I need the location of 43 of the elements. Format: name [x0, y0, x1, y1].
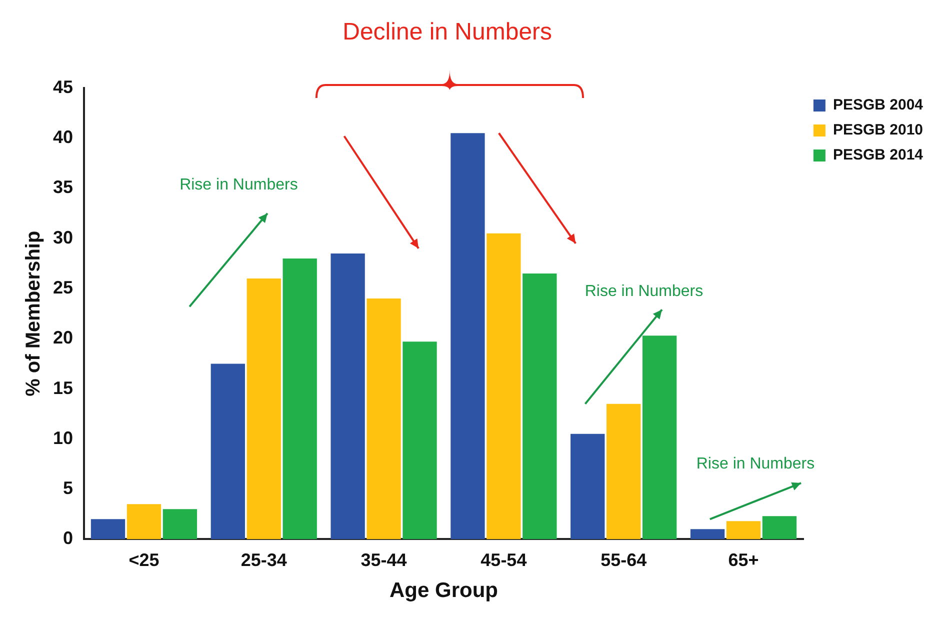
bar	[282, 258, 317, 540]
y-tick-label: 30	[52, 227, 74, 248]
bar	[126, 504, 162, 540]
legend-label: PESGB 2010	[832, 122, 924, 139]
legend-label: PESGB 2004	[832, 96, 924, 114]
bar	[402, 342, 437, 540]
bar	[330, 253, 365, 540]
bar	[642, 336, 677, 540]
x-tick-label: 35-44	[360, 550, 407, 570]
bar	[762, 516, 797, 540]
bar	[690, 529, 725, 540]
annotation: Rise in Numbers	[584, 282, 704, 300]
bar	[522, 273, 557, 540]
bar	[486, 233, 521, 540]
bar	[450, 133, 485, 540]
bar	[246, 278, 281, 540]
bar	[570, 434, 605, 540]
y-tick-label: 25	[52, 278, 74, 298]
x-tick-label: 65+	[728, 550, 759, 570]
bar	[606, 404, 641, 540]
y-tick-label: 10	[52, 428, 74, 448]
x-tick-label: <25	[128, 550, 160, 570]
y-tick-label: 15	[52, 378, 74, 398]
x-tick-label: 45-54	[480, 550, 527, 570]
y-tick-label: 5	[63, 478, 74, 498]
bar	[162, 509, 198, 540]
bar	[366, 298, 401, 540]
bar	[726, 521, 761, 540]
annotation: Rise in Numbers	[180, 176, 298, 194]
y-axis-title: % of Membership	[22, 230, 45, 396]
x-tick-label: 25-34	[240, 550, 287, 570]
y-tick-label: 0	[63, 528, 74, 548]
y-tick-label: 35	[52, 177, 74, 198]
y-tick-label: 45	[52, 76, 74, 97]
x-axis-title: Age Group	[389, 579, 498, 602]
bar	[210, 364, 245, 540]
bar	[90, 519, 126, 540]
text: Decline in Numbers	[342, 18, 552, 46]
x-tick-label: 55-64	[600, 550, 647, 570]
legend-label: PESGB 2014	[832, 146, 924, 164]
annotation: Rise in Numbers	[696, 455, 815, 472]
y-tick-label: 20	[52, 328, 74, 348]
y-tick-label: 40	[52, 127, 74, 148]
